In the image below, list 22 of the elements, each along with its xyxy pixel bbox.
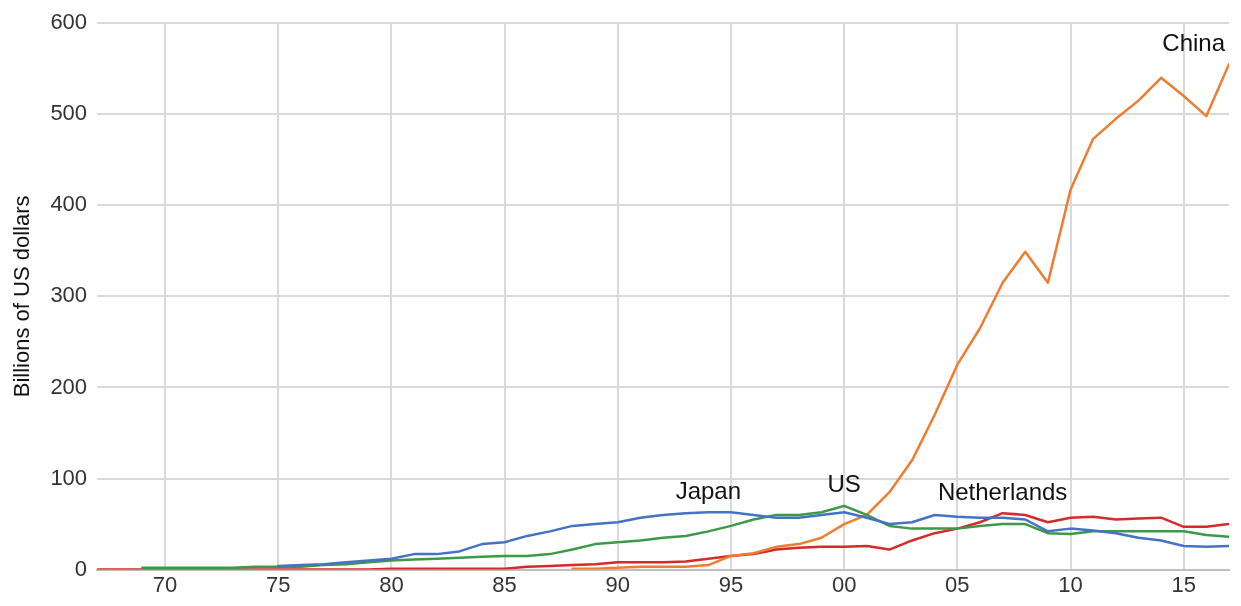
series-label: China bbox=[1162, 28, 1226, 56]
series-label: Netherlands bbox=[937, 477, 1068, 505]
y-tick-label: 300 bbox=[50, 282, 88, 308]
x-tick-label: 05 bbox=[945, 571, 970, 597]
series-label: Japan bbox=[675, 476, 742, 504]
y-tick-label: 500 bbox=[50, 100, 88, 126]
x-tick-label: 90 bbox=[605, 571, 631, 597]
x-tick-label: 70 bbox=[152, 571, 178, 597]
x-tick-label: 95 bbox=[718, 571, 744, 597]
y-tick-label: 200 bbox=[50, 373, 88, 399]
y-tick-label: 100 bbox=[50, 464, 88, 490]
series-label: US bbox=[827, 470, 861, 498]
y-tick-label: 600 bbox=[50, 9, 88, 35]
y-tick-label: 0 bbox=[74, 555, 88, 581]
x-tick-label: 80 bbox=[379, 571, 404, 597]
x-tick-label: 00 bbox=[831, 571, 857, 597]
y-tick-label: 400 bbox=[50, 191, 88, 217]
x-tick-label: 15 bbox=[1171, 571, 1196, 597]
x-tick-label: 10 bbox=[1058, 571, 1083, 597]
y-axis-title: Billions of US dollars bbox=[9, 195, 35, 398]
x-tick-label: 75 bbox=[265, 571, 291, 597]
x-tick-label: 85 bbox=[492, 571, 517, 597]
